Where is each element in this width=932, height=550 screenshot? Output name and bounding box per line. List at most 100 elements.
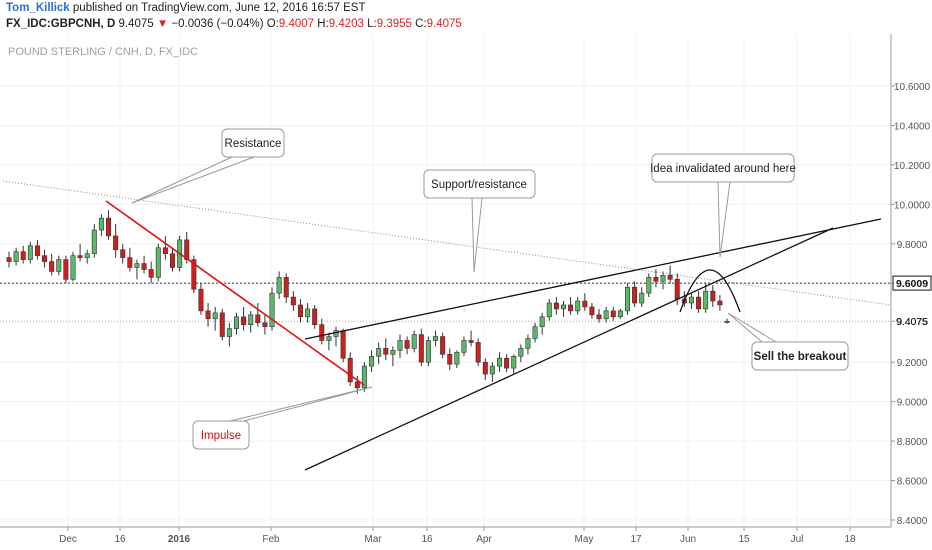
candle <box>305 303 311 323</box>
candle <box>84 249 90 264</box>
callout-support-resistance-text: Support/resistance <box>431 179 527 191</box>
candle-body <box>418 334 424 363</box>
candle <box>297 299 303 323</box>
candle-body <box>447 353 453 365</box>
candle-body <box>77 255 83 258</box>
candle <box>141 255 147 274</box>
candle <box>411 330 417 353</box>
callout-resistance[interactable]: Resistance <box>131 128 285 204</box>
candle <box>532 322 538 343</box>
candle-body <box>333 330 339 337</box>
published-text: published on TradingView.com, June 12, 2… <box>69 2 366 14</box>
dotted-trendline[interactable] <box>2 180 892 306</box>
candle <box>717 295 723 311</box>
candle-body <box>120 249 126 258</box>
callout-invalidated[interactable]: Idea invalidated around here <box>650 153 796 258</box>
candle <box>376 342 382 365</box>
candle <box>440 332 446 359</box>
candle <box>397 334 403 359</box>
candle-body <box>639 292 645 304</box>
candle-body <box>539 316 545 327</box>
y-tick-label: 9.2000 <box>897 358 928 369</box>
author-link[interactable]: Tom_Killick <box>6 2 70 14</box>
x-tick-label: 16 <box>421 534 433 545</box>
topping-arc[interactable] <box>679 269 741 313</box>
callout-support-resistance[interactable]: Support/resistance <box>423 169 536 273</box>
svg-text:9.4075: 9.4075 <box>896 316 928 328</box>
lower-wedge-line[interactable] <box>304 227 834 471</box>
x-tick-label: Apr <box>476 534 492 545</box>
high-label: H: <box>317 18 329 30</box>
candle <box>660 271 666 290</box>
candle-body <box>290 296 296 306</box>
candle <box>106 210 112 240</box>
y-tick-label: 9.0000 <box>897 398 928 409</box>
candle <box>624 283 630 315</box>
price-chart[interactable]: POUND STERLING / CNH, D, FX_IDC 10.6000 1… <box>0 34 932 550</box>
impulse-trendline[interactable] <box>105 200 365 386</box>
candle-body <box>667 275 673 280</box>
candle-body <box>575 300 581 312</box>
candle <box>518 344 524 363</box>
x-tick-label: Feb <box>262 534 280 545</box>
candle-body <box>653 277 659 282</box>
candle-body <box>589 306 595 316</box>
candle <box>120 243 126 264</box>
candle-body <box>162 247 168 254</box>
candle <box>418 328 424 367</box>
candle <box>63 255 69 284</box>
candle <box>703 283 709 313</box>
candle <box>13 247 19 266</box>
candle <box>326 332 332 351</box>
low-value: 9.3955 <box>376 18 412 30</box>
y-tick-label: 8.8000 <box>897 437 928 448</box>
candle-body <box>660 275 666 282</box>
candle-body <box>198 288 204 312</box>
candle <box>98 214 104 236</box>
svg-text:9.6009: 9.6009 <box>896 278 928 290</box>
candle-body <box>13 251 19 262</box>
candle-body <box>397 340 403 351</box>
x-tick-label: Mar <box>364 534 382 545</box>
candle-body <box>369 355 375 367</box>
candle-body <box>141 263 147 270</box>
chart-header: Tom_Killick published on TradingView.com… <box>0 0 932 34</box>
callout-sell-breakout[interactable]: Sell the breakout <box>727 312 849 371</box>
candle <box>539 312 545 335</box>
candle-body <box>297 304 303 318</box>
candle <box>269 287 275 331</box>
candle <box>667 265 673 284</box>
candle-body <box>127 257 133 268</box>
candle <box>127 247 133 272</box>
candle-body <box>269 292 275 327</box>
candle <box>248 310 254 333</box>
candle <box>404 336 410 355</box>
candle-body <box>155 247 161 278</box>
candle <box>383 338 389 361</box>
candle <box>113 224 119 258</box>
candle-body <box>241 316 247 325</box>
candle <box>70 251 76 282</box>
callout-impulse[interactable]: Impulse <box>192 386 373 450</box>
candle <box>219 308 225 341</box>
x-tick-label: May <box>575 534 594 545</box>
y-tick-label: 10.6000 <box>894 82 931 93</box>
x-tick-label: 18 <box>844 534 856 545</box>
candle-body <box>383 348 389 355</box>
candle-body <box>440 336 446 355</box>
candle <box>568 297 574 315</box>
candle-body <box>6 257 12 262</box>
candle-body <box>596 314 602 320</box>
open-value: 9.4007 <box>278 18 315 30</box>
candle-body <box>511 355 517 369</box>
upper-wedge-line[interactable] <box>304 218 882 340</box>
candle <box>369 350 375 373</box>
candle <box>461 336 467 357</box>
candle <box>262 314 268 335</box>
candle-body <box>84 253 90 258</box>
candle-body <box>191 259 197 290</box>
candle-body <box>497 357 503 367</box>
candle <box>489 362 495 382</box>
candle <box>610 306 616 321</box>
candle-body <box>525 338 531 349</box>
